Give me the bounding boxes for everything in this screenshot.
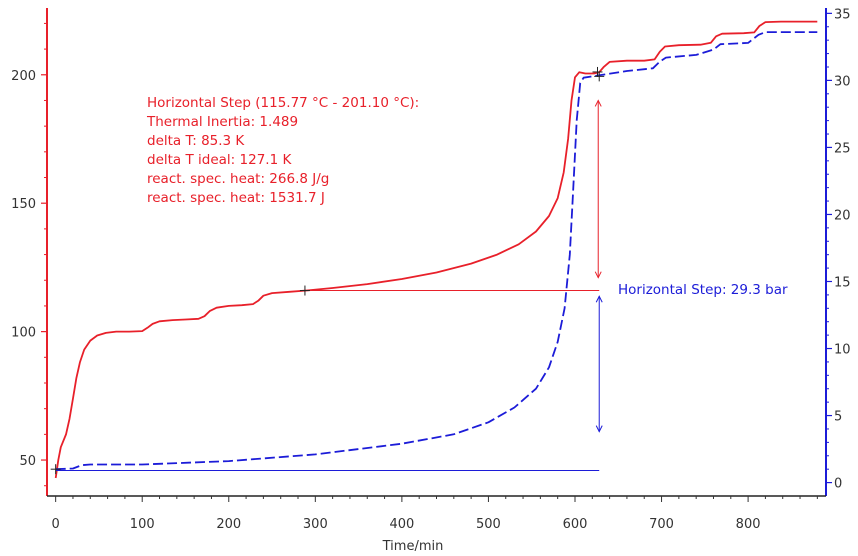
y-left-tick-label: 100 xyxy=(11,326,36,341)
annotation-line-5: react. spec. heat: 266.8 J/g xyxy=(147,171,329,187)
x-tick-label: 0 xyxy=(52,517,60,532)
x-tick-label: 300 xyxy=(303,517,328,532)
x-tick-label: 700 xyxy=(649,517,674,532)
x-tick-label: 800 xyxy=(736,517,761,532)
temp-step-arrowhead-top xyxy=(594,99,602,107)
y-right-tick-label: 35 xyxy=(834,7,851,22)
y-right-tick-label: 25 xyxy=(834,141,851,156)
annotation-line-2: Thermal Inertia: 1.489 xyxy=(146,114,298,130)
y-left-tick-label: 200 xyxy=(11,69,36,84)
annotation-line-4: delta T ideal: 127.1 K xyxy=(147,152,292,168)
x-tick-label: 100 xyxy=(130,517,155,532)
y-right-tick-label: 0 xyxy=(834,477,842,492)
y-right-tick-label: 5 xyxy=(834,410,842,425)
y-right-tick-label: 15 xyxy=(834,275,851,290)
y-right-tick-label: 30 xyxy=(834,74,851,89)
pressure-step-arrowhead-bottom xyxy=(595,425,603,433)
x-tick-label: 200 xyxy=(216,517,241,532)
pressure-step-arrowhead-top xyxy=(595,295,603,303)
y-left-tick-label: 150 xyxy=(11,197,36,212)
annotation-line-1: Horizontal Step (115.77 °C - 201.10 °C): xyxy=(147,95,419,111)
annotation-layer xyxy=(50,66,605,475)
temperature-series-line xyxy=(54,20,818,479)
y-right-tick-label: 10 xyxy=(834,343,851,358)
temperature-step-annotation: Horizontal Step (115.77 °C - 201.10 °C):… xyxy=(146,95,419,206)
y-right-tick-label: 20 xyxy=(834,208,851,223)
temp-step-arrowhead-bottom xyxy=(594,271,602,279)
annotation-line-3: delta T: 85.3 K xyxy=(147,133,245,149)
axes-layer: 0 100 200 300 400 500 600 700 800 50 100 150 200 0 5 10… xyxy=(11,7,850,532)
x-axis-title: Time/min xyxy=(382,539,444,554)
x-tick-label: 400 xyxy=(389,517,414,532)
pressure-step-annotation: Horizontal Step: 29.3 bar xyxy=(618,282,788,298)
series-layer xyxy=(54,20,818,479)
annotation-line-6: react. spec. heat: 1531.7 J xyxy=(147,190,325,206)
x-tick-label: 500 xyxy=(476,517,501,532)
y-left-tick-label: 50 xyxy=(19,454,36,469)
x-tick-label: 600 xyxy=(563,517,588,532)
pressure-series-line xyxy=(55,31,818,471)
